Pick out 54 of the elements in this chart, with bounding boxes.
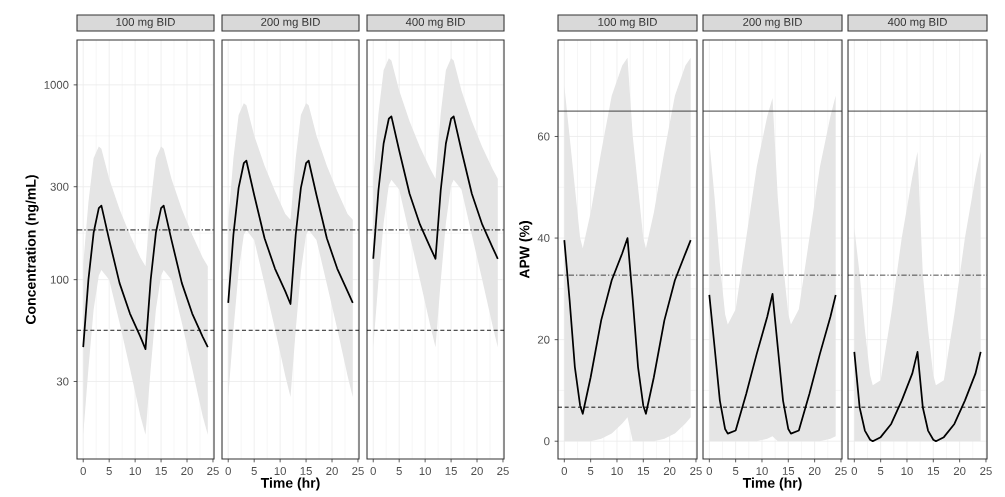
x-tick-label: 0 (851, 467, 858, 476)
x-tick-label: 5 (396, 467, 402, 475)
x-tick-label: 10 (756, 467, 768, 476)
chart-title: 100 mg BID (116, 17, 175, 29)
x-tick-label: 15 (637, 467, 650, 475)
x-tick-label: 5 (877, 467, 884, 475)
x-tick-label: 15 (300, 467, 312, 475)
x-tick-label: 5 (587, 467, 594, 475)
x-tick-label: 5 (732, 467, 739, 475)
x-tick-label: 0 (80, 467, 86, 476)
x-tick-label: 15 (927, 467, 940, 475)
y-tick-label: 1000 (44, 80, 69, 89)
y-tick-label: 300 (50, 182, 69, 191)
chart-title: 200 mg BID (261, 17, 320, 29)
x-tick-label: 25 (835, 467, 847, 476)
x-tick-label: 10 (419, 467, 431, 476)
y-tick-label: 60 (537, 132, 550, 141)
x-tick-label: 15 (155, 467, 167, 475)
x-tick-label: 20 (808, 467, 821, 476)
x-tick-label: 25 (497, 467, 509, 476)
x-tick-label: 25 (207, 467, 219, 476)
y-axis-title: APW (%) (519, 221, 533, 279)
x-tick-label: 25 (352, 467, 364, 476)
x-tick-label: 25 (980, 467, 992, 476)
x-axis-title: Time (hr) (742, 477, 802, 491)
x-tick-label: 0 (225, 467, 231, 476)
x-tick-label: 5 (106, 467, 112, 475)
y-tick-label: 40 (537, 234, 550, 243)
chart-title: 400 mg BID (887, 17, 947, 29)
x-tick-label: 0 (706, 467, 713, 476)
x-tick-label: 10 (901, 467, 913, 476)
y-tick-label: 100 (50, 275, 69, 284)
x-tick-label: 5 (251, 467, 257, 475)
x-axis-title: Time (hr) (260, 477, 320, 491)
x-tick-label: 20 (663, 467, 676, 476)
x-tick-label: 20 (471, 467, 483, 476)
y-tick-label: 0 (544, 437, 550, 446)
y-axis-title: Concentration (ng/mL) (25, 175, 39, 324)
x-tick-label: 10 (274, 467, 286, 476)
x-tick-label: 0 (561, 467, 568, 476)
x-tick-label: 15 (782, 467, 795, 475)
chart-title: 200 mg BID (743, 17, 802, 29)
x-tick-label: 10 (611, 467, 623, 476)
x-tick-label: 15 (445, 467, 457, 475)
x-tick-label: 20 (326, 467, 338, 476)
chart-title: 400 mg BID (405, 17, 465, 29)
x-tick-label: 25 (690, 467, 702, 476)
y-tick-label: 20 (537, 335, 550, 344)
x-tick-label: 20 (953, 467, 966, 476)
x-tick-label: 0 (370, 467, 376, 476)
y-tick-label: 30 (56, 377, 69, 386)
x-tick-label: 20 (181, 467, 193, 476)
chart-title: 100 mg BID (598, 17, 657, 29)
x-tick-label: 10 (129, 467, 141, 476)
